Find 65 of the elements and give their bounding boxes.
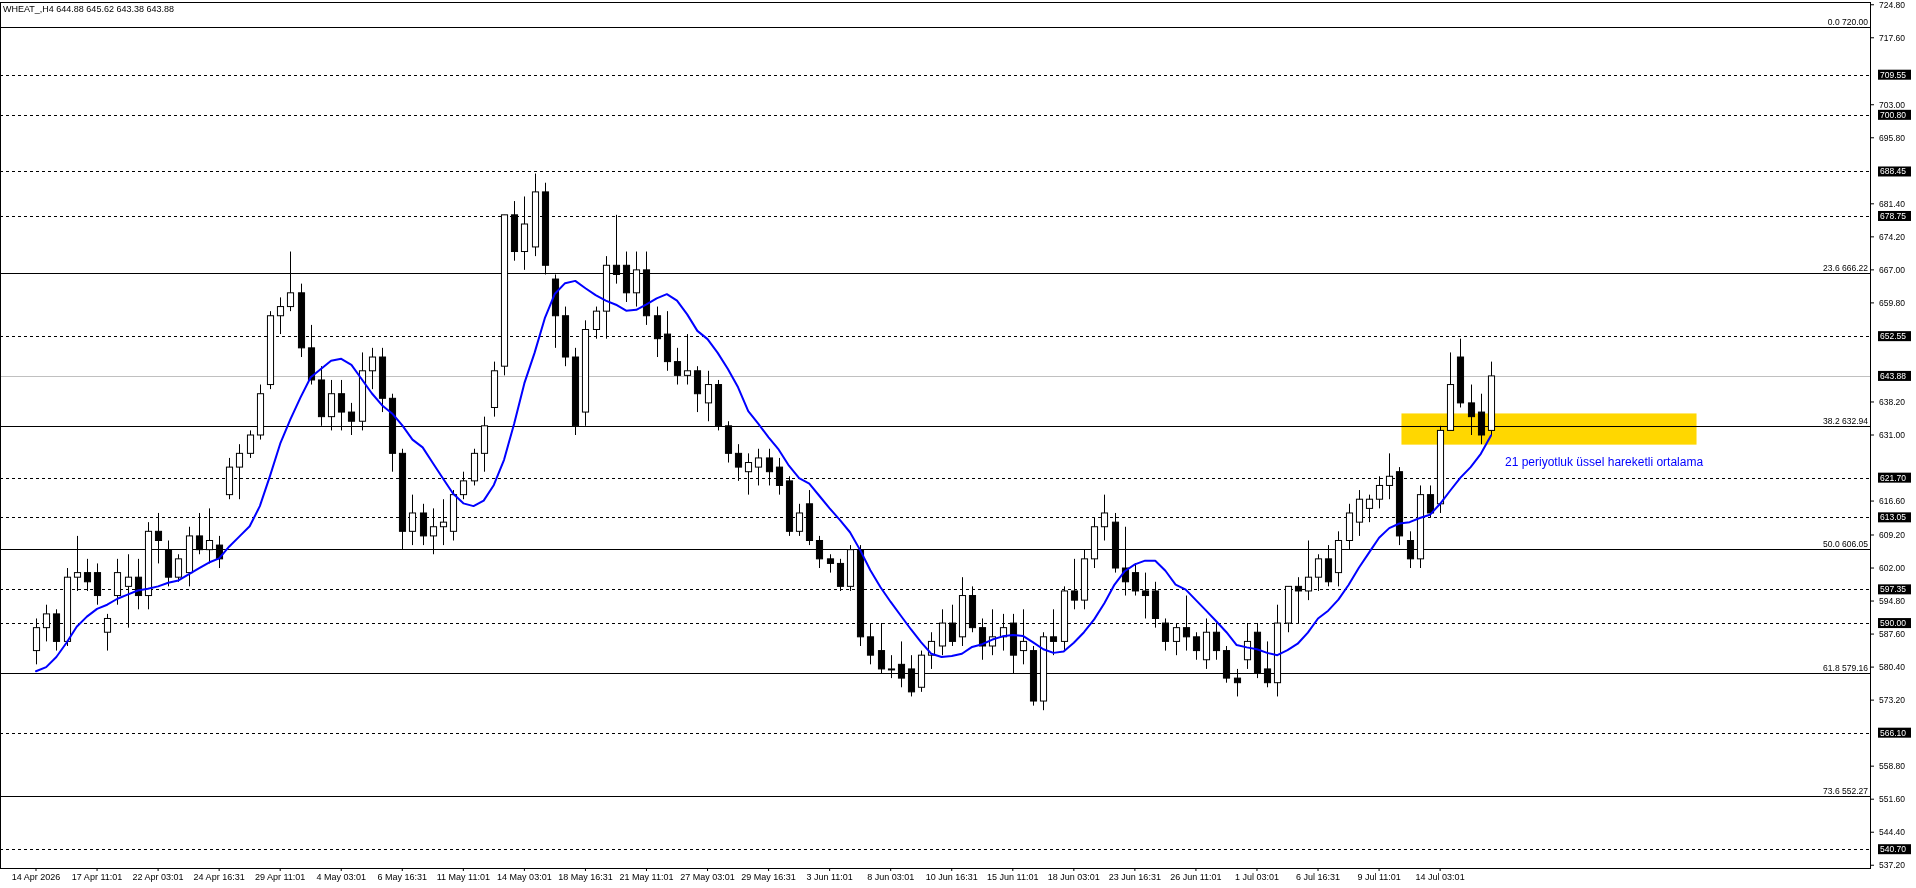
y-tick-label: 703.00 <box>1879 99 1906 110</box>
x-tick-label: 29 May 16:31 <box>741 872 796 882</box>
x-tick-label: 6 May 16:31 <box>377 872 428 882</box>
y-tick-label: 594.80 <box>1879 596 1906 607</box>
y-tick-label: 717.60 <box>1879 32 1906 43</box>
x-tick-label: 10 Jun 16:31 <box>925 872 978 882</box>
x-tick-label: 14 May 03:01 <box>497 872 552 882</box>
y-tick-label: 602.00 <box>1879 563 1906 574</box>
x-tick-label: 29 Apr 11:01 <box>255 872 306 882</box>
y-tick-label: 724.80 <box>1879 0 1906 10</box>
y-tick-label: 587.60 <box>1879 629 1906 640</box>
y-tick-label: 638.20 <box>1879 396 1906 407</box>
y-tick-label: 674.20 <box>1879 231 1906 242</box>
y-tick-label: 695.80 <box>1879 132 1906 143</box>
x-tick-label: 21 May 11:01 <box>619 872 674 882</box>
ref-line-label: 652.55 <box>1880 331 1907 342</box>
chart-title: WHEAT_,H4 644.88 645.62 643.38 643.88 <box>3 4 174 14</box>
x-tick-label: 9 Jul 11:01 <box>1357 872 1401 882</box>
x-tick-label: 26 Jun 11:01 <box>1170 872 1222 882</box>
x-tick-label: 17 Apr 11:01 <box>71 872 123 882</box>
y-tick-label: 551.60 <box>1879 794 1906 805</box>
annotation: 23.6 666.22 <box>1823 263 1869 274</box>
y-tick-label: 616.60 <box>1879 496 1906 507</box>
annotation: 0.0 720.00 <box>1827 16 1869 27</box>
series-label: 21 periyotluk üssel hareketli ortalama <box>1505 455 1704 470</box>
x-tick-label: 27 May 03:01 <box>680 872 735 882</box>
y-tick-label: 681.40 <box>1879 198 1906 209</box>
ref-line-label: 678.75 <box>1880 210 1907 221</box>
y-tick-label: 667.00 <box>1879 264 1906 275</box>
annotation: 61.8 579.16 <box>1823 662 1869 673</box>
y-tick-label: 659.80 <box>1879 297 1906 308</box>
x-tick-label: 11 May 11:01 <box>436 872 490 882</box>
ref-line-label: 613.05 <box>1880 512 1907 523</box>
annotation: 73.6 552.27 <box>1823 786 1869 797</box>
ref-line-label: 621.70 <box>1880 472 1907 483</box>
x-tick-label: 1 Jul 03:01 <box>1234 872 1279 882</box>
x-tick-label: 24 Apr 16:31 <box>193 872 245 882</box>
x-tick-label: 4 May 03:01 <box>316 872 367 882</box>
annotation: 38.2 632.94 <box>1823 416 1869 427</box>
ref-line-label: 540.70 <box>1880 844 1907 855</box>
y-tick-label: 537.20 <box>1879 860 1906 871</box>
y-tick-label: 580.40 <box>1879 662 1906 673</box>
annotation: 50.0 606.05 <box>1823 539 1869 550</box>
ref-line-label: 643.88 <box>1880 370 1907 381</box>
x-tick-label: 22 Apr 03:01 <box>132 872 184 882</box>
y-tick-label: 558.80 <box>1879 761 1906 772</box>
y-tick-label: 544.40 <box>1879 827 1906 838</box>
x-tick-label: 6 Jul 16:31 <box>1296 872 1341 882</box>
ref-line-label: 709.55 <box>1880 69 1907 80</box>
ref-line-label: 566.10 <box>1880 727 1907 738</box>
y-tick-label: 609.20 <box>1879 529 1906 540</box>
x-tick-label: 8 Jun 03:01 <box>867 872 915 882</box>
x-tick-label: 18 May 16:31 <box>558 872 613 882</box>
x-tick-label: 14 Jul 03:01 <box>1415 872 1465 882</box>
x-tick-label: 15 Jun 11:01 <box>987 872 1039 882</box>
ref-line-label: 597.35 <box>1880 584 1907 595</box>
y-tick-label: 573.20 <box>1879 695 1906 706</box>
ref-line-label: 688.45 <box>1880 166 1907 177</box>
x-tick-label: 3 Jun 11:01 <box>806 872 853 882</box>
x-tick-label: 23 Jun 16:31 <box>1108 872 1161 882</box>
ref-line-label: 700.80 <box>1880 109 1907 120</box>
x-tick-label: 18 Jun 03:01 <box>1047 872 1100 882</box>
x-tick-label: 14 Apr 2026 <box>11 872 61 882</box>
ref-line-label: 590.00 <box>1880 618 1907 629</box>
y-tick-label: 631.00 <box>1879 430 1906 440</box>
